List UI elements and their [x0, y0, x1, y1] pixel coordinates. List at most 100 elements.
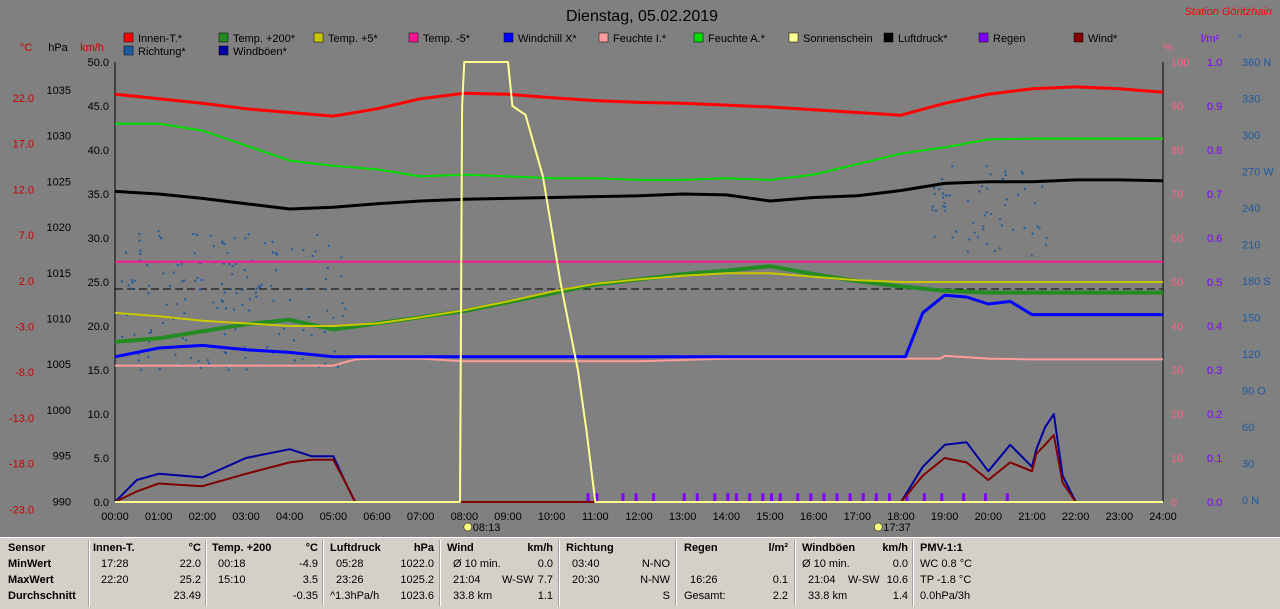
direction-dot [150, 331, 153, 334]
direction-dot [982, 225, 985, 228]
direction-dot [943, 205, 946, 208]
stats-innen-unit: °C [188, 542, 201, 554]
direction-dot [212, 301, 215, 304]
percent-tick: 10 [1171, 453, 1183, 465]
kmh-tick: 35.0 [88, 189, 109, 201]
direction-dot [324, 278, 327, 281]
direction-dot [241, 303, 244, 306]
time-tick: 16:00 [800, 511, 828, 523]
direction-dot [194, 280, 197, 283]
rain-bar [761, 493, 765, 502]
direction-dot [160, 237, 163, 240]
direction-dot [968, 238, 971, 241]
direction-dot [255, 295, 258, 298]
stats-boeen-max-dir: W-SW [848, 574, 880, 586]
stats-druck-min: 1022.0 [400, 558, 434, 570]
direction-dot [344, 307, 347, 310]
direction-dot [966, 250, 969, 253]
percent-tick: 70 [1171, 189, 1183, 201]
direction-dot [183, 279, 186, 282]
series-line-temp-5- [114, 272, 1163, 327]
direction-dot [283, 327, 286, 330]
hpa-tick: 1000 [47, 405, 71, 417]
rain-bar [940, 493, 944, 502]
rain-bar [848, 493, 852, 502]
direction-dot [139, 259, 142, 262]
rain-bar [778, 493, 782, 502]
direction-dot [324, 362, 327, 365]
stats-temp200-avg: -0.35 [292, 590, 318, 602]
direction-dot [1038, 227, 1041, 230]
direction-dot [125, 251, 128, 254]
hpa-tick: 1015 [47, 268, 71, 280]
stats-richtung-column: Richtung 03:40 N-NO 20:30 N-NW S [566, 542, 670, 608]
stats-pmv-windchill: WC 0.8 °C [920, 558, 973, 570]
direction-dot [243, 346, 246, 349]
direction-tick: 360 N [1242, 57, 1271, 69]
time-tick: 13:00 [669, 511, 697, 523]
direction-dot [955, 230, 958, 233]
direction-dot [1030, 254, 1033, 257]
divider [675, 540, 677, 606]
direction-tick: 60 [1242, 422, 1254, 434]
series-line-windb-en- [114, 413, 1163, 503]
legend-label: Temp. -5* [423, 33, 471, 45]
stats-innen-min: 22.0 [179, 558, 201, 570]
direction-dot [180, 263, 183, 266]
direction-dot [148, 331, 151, 334]
hpa-tick: 1030 [47, 131, 71, 143]
direction-dot [131, 279, 134, 282]
stats-innen-max-time: 22:20 [101, 574, 129, 586]
direction-dot [341, 315, 344, 318]
rain-tick: 0.9 [1207, 101, 1222, 113]
direction-dot [314, 250, 317, 253]
celsius-tick: -8.0 [15, 367, 34, 379]
stats-richtung-avg: S [662, 590, 670, 602]
direction-dot [149, 329, 152, 332]
percent-tick: 80 [1171, 145, 1183, 157]
legend-swatch [123, 45, 134, 56]
direction-dot [986, 187, 989, 190]
direction-dot [207, 362, 210, 365]
direction-dot [951, 165, 954, 168]
stats-wind-avg-value: 0.0 [537, 558, 553, 570]
stats-wind-max-time: 21:04 [453, 574, 481, 586]
station-name: Station Göritzhain [1184, 6, 1272, 18]
stats-wind-column: Wind km/h Ø 10 min. 0.0 21:04 W-SW 7.7 33.8 … [447, 542, 553, 608]
axes: °C hPa km/h %l/m² °50.0 100 1.045.0 90 0.940.0 80… [9, 33, 1274, 523]
direction-dot [176, 264, 179, 267]
direction-dot [126, 314, 129, 317]
direction-dot [326, 309, 329, 312]
stats-pmv-dewpoint: TP -1.8 °C [920, 574, 972, 586]
direction-dot [332, 316, 335, 319]
direction-dot [127, 284, 130, 287]
legend-label: Feuchte A.* [708, 33, 766, 45]
time-tick: 24:00 [1149, 511, 1177, 523]
direction-dot [231, 265, 234, 268]
direction-dot [139, 252, 142, 255]
stats-sensor-column: Sensor MinWert MaxWert Durchschnitt [8, 542, 88, 608]
direction-dot [226, 251, 229, 254]
percent-tick: 40 [1171, 321, 1183, 333]
direction-dot [199, 262, 202, 265]
direction-dot [244, 237, 247, 240]
direction-tick: 120 [1242, 349, 1260, 361]
stats-innen-max: 25.2 [179, 574, 201, 586]
direction-dot [934, 209, 937, 212]
rain-tick: 0.6 [1207, 233, 1222, 245]
rain-bar [748, 493, 752, 502]
kmh-tick: 10.0 [88, 409, 109, 421]
direction-dot [137, 359, 140, 362]
direction-dot [942, 205, 945, 208]
direction-dot [948, 194, 951, 197]
rain-bar [983, 493, 987, 502]
direction-dot [302, 249, 305, 252]
direction-tick: 90 O [1242, 385, 1266, 397]
time-tick: 02:00 [189, 511, 217, 523]
stats-pmv-pressure-trend: 0.0hPa/3h [920, 590, 971, 602]
direction-dot [985, 211, 988, 214]
direction-dot [941, 177, 944, 180]
direction-dot [241, 289, 244, 292]
direction-dot [169, 285, 172, 288]
direction-dot [978, 190, 981, 193]
